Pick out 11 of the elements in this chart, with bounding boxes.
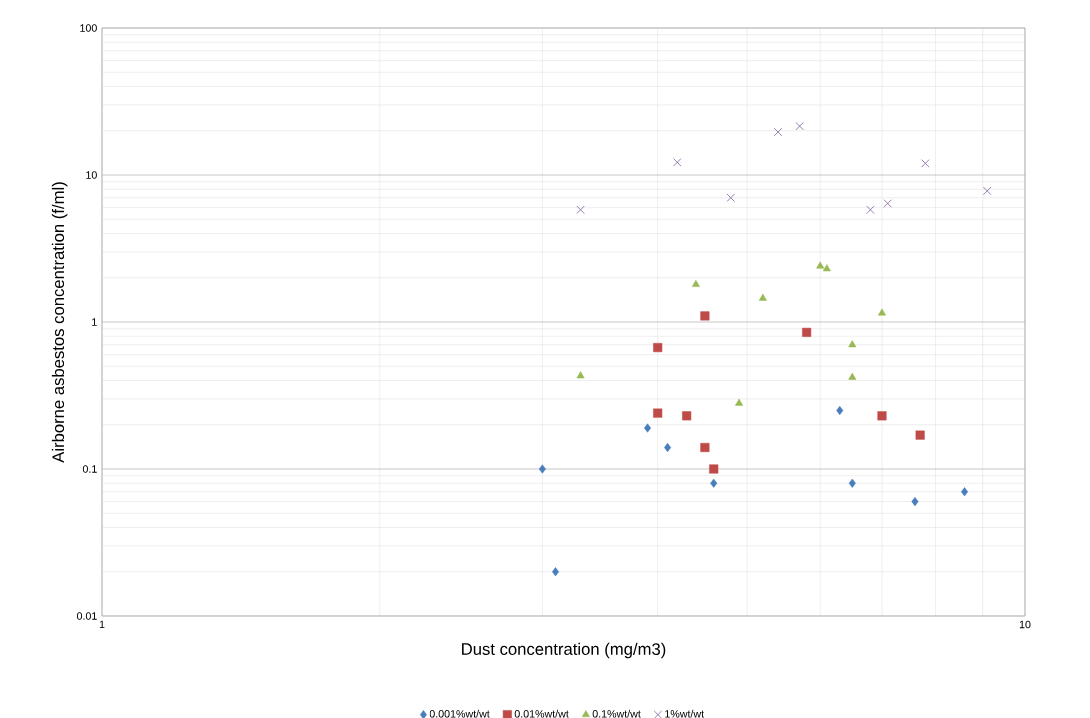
legend-label: 0.1%wt/wt [592,709,641,718]
y-tick-label: 10 [86,171,97,179]
y-tick-label: 1 [92,318,97,326]
x-axis-title: Dust concentration (mg/m3) [462,642,666,659]
legend-label: 0.001%wt/wt [429,709,490,718]
y-tick-label: 0.01 [76,612,97,620]
legend-label: 0.01%wt/wt [514,709,569,718]
y-axis-title: Airborne asbestos concentration (f/ml) [51,182,68,463]
y-tick-label: 0.1 [82,465,97,473]
legend-label: 1%wt/wt [665,709,705,718]
y-tick-label: 100 [80,24,97,32]
